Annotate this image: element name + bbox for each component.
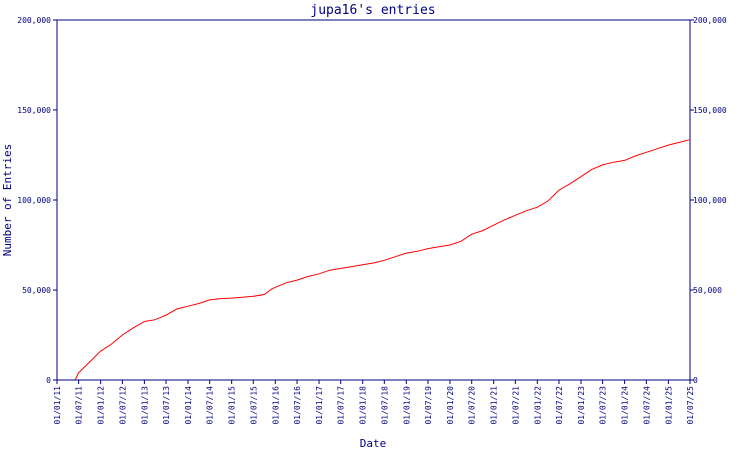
y-tick-label: 50,000: [693, 286, 722, 295]
x-tick-label: 01/01/20: [446, 386, 455, 425]
x-tick-label: 01/01/25: [664, 386, 673, 425]
x-tick-label: 01/07/22: [555, 386, 564, 425]
y-tick-label: 200,000: [693, 16, 727, 25]
x-tick-label: 01/01/14: [184, 386, 193, 425]
x-tick-label: 01/01/13: [140, 386, 149, 425]
x-tick-label: 01/01/16: [271, 386, 280, 425]
x-tick-label: 01/01/21: [490, 386, 499, 425]
x-tick-label: 01/01/15: [228, 386, 237, 425]
y-tick-label: 150,000: [693, 106, 727, 115]
x-tick-label: 01/01/23: [577, 386, 586, 425]
y-tick-label: 150,000: [17, 106, 51, 115]
x-tick-label: 01/07/23: [599, 386, 608, 425]
plot-frame: [56, 19, 691, 381]
x-tick-label: 01/01/22: [533, 386, 542, 425]
x-tick-label: 01/01/11: [53, 386, 62, 425]
y-tick-label: 0: [46, 376, 51, 385]
x-axis: 01/01/11 01/07/11 01/01/12 01/07/12 01/01/13…: [53, 380, 695, 425]
x-tick-label: 01/07/18: [380, 386, 389, 425]
x-tick-label: 01/01/19: [402, 386, 411, 425]
series-layer: [74, 139, 691, 381]
x-tick-label: 01/07/14: [206, 386, 215, 425]
y-tick-label: 100,000: [17, 196, 51, 205]
y-tick-label: 50,000: [22, 286, 51, 295]
chart-title: jupa16's entries: [310, 3, 435, 18]
x-tick-label: 01/07/13: [162, 386, 171, 425]
series-line: [74, 139, 691, 381]
x-tick-label: 01/07/20: [468, 386, 477, 425]
y-tick-label: 100,000: [693, 196, 727, 205]
y-tick-label: 200,000: [17, 16, 51, 25]
x-tick-label: 01/07/19: [424, 386, 433, 425]
x-tick-label: 01/07/24: [642, 386, 651, 425]
x-tick-label: 01/01/18: [359, 386, 368, 425]
y-axis-title: Number of Entries: [1, 144, 14, 257]
y-axis-left: 0 50,000 100,000 150,000 200,000: [17, 16, 57, 385]
x-tick-label: 01/01/12: [97, 386, 106, 425]
x-tick-label: 01/07/17: [337, 386, 346, 425]
x-tick-label: 01/07/15: [249, 386, 258, 425]
x-tick-label: 01/01/17: [315, 386, 324, 425]
x-tick-label: 01/07/21: [511, 386, 520, 425]
x-tick-label: 01/07/12: [118, 386, 127, 425]
x-tick-label: 01/07/11: [75, 386, 84, 425]
y-tick-label: 0: [693, 376, 698, 385]
y-axis-right: 0 50,000 100,000 150,000 200,000: [690, 16, 727, 385]
x-axis-title: Date: [360, 437, 387, 450]
x-tick-label: 01/07/25: [686, 386, 695, 425]
x-tick-label: 01/07/16: [293, 386, 302, 425]
x-tick-label: 01/01/24: [621, 386, 630, 425]
